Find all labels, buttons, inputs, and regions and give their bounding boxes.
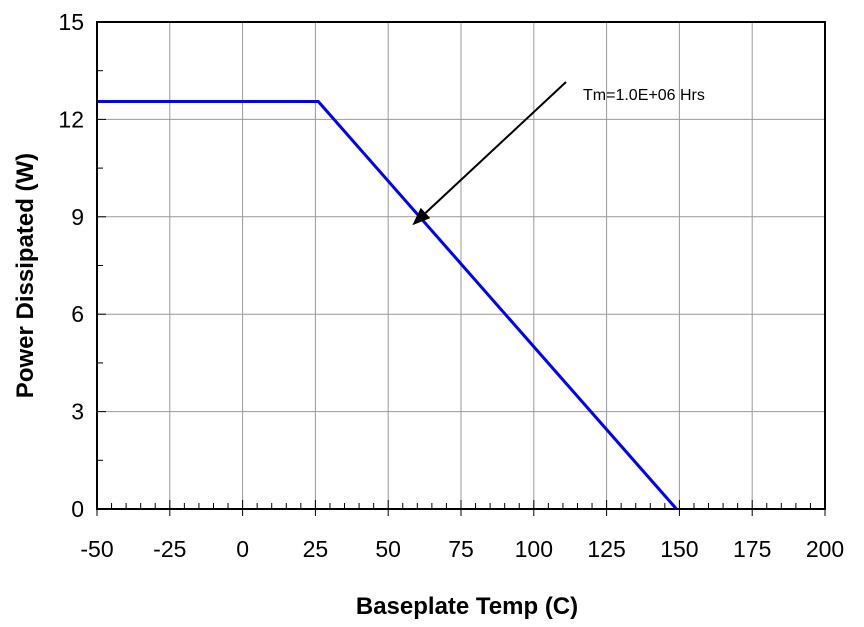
x-tick-label: 175 [733, 536, 771, 562]
x-tick-labels: -50 -25 0 25 50 75 100 125 150 175 200 [80, 536, 844, 562]
y-tick-label: 6 [71, 301, 84, 327]
annotation: Tm=1.0E+06 Hrs [412, 81, 705, 226]
y-axis-title: Power Dissipated (W) [12, 153, 39, 398]
y-tick-label: 9 [71, 204, 84, 230]
y-tick-label: 0 [71, 496, 84, 522]
annotation-label: Tm=1.0E+06 Hrs [583, 87, 705, 104]
x-axis-title: Baseplate Temp (C) [356, 593, 578, 620]
x-tick-label: 125 [587, 536, 625, 562]
x-tick-label: -50 [80, 536, 113, 562]
x-tick-label: 75 [448, 536, 474, 562]
plot-frame [96, 21, 826, 510]
x-tick-label: 200 [806, 536, 844, 562]
x-tick-label: 100 [515, 536, 553, 562]
y-tick-labels: 0 3 6 9 12 15 [58, 9, 84, 522]
x-tick-label: 150 [660, 536, 698, 562]
annotation-arrow-line [424, 81, 567, 214]
y-tick-label: 3 [71, 399, 84, 425]
data-series [97, 100, 678, 510]
y-tick-label: 12 [58, 106, 84, 132]
x-tick-label: -25 [153, 536, 186, 562]
x-tick-label: 25 [303, 536, 329, 562]
x-tick-label: 0 [236, 536, 249, 562]
series-line [97, 100, 678, 510]
y-tick-label: 15 [58, 9, 84, 35]
annotation-arrowhead [412, 207, 431, 226]
x-tick-label: 50 [375, 536, 401, 562]
